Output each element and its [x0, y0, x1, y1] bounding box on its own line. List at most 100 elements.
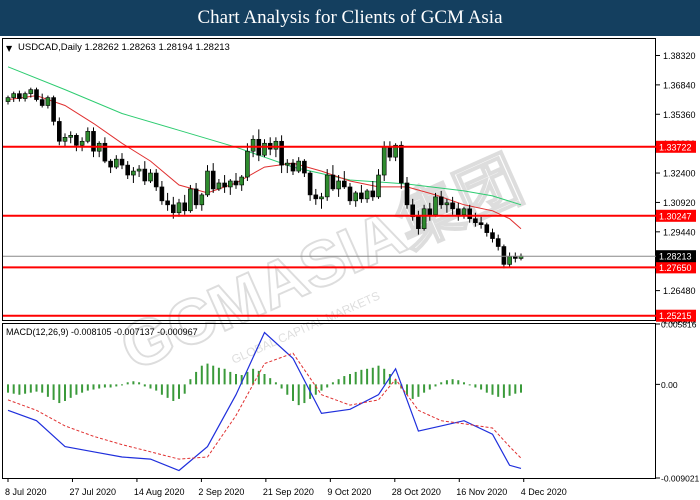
candle	[290, 159, 296, 176]
candle	[421, 204, 427, 231]
candle	[176, 198, 182, 217]
candle-body	[416, 216, 421, 229]
candle	[313, 188, 319, 205]
level-label: 1.27650	[659, 263, 692, 273]
candle	[490, 228, 495, 243]
ma-fast-line	[7, 95, 522, 230]
candle-body	[279, 140, 284, 166]
level-label: 1.25215	[659, 311, 692, 321]
macd-axis-label: -0.009021	[661, 474, 700, 484]
candle	[182, 194, 187, 215]
current-price-box	[656, 250, 696, 263]
candle-body	[507, 256, 512, 265]
candle-body	[222, 182, 227, 188]
candle	[370, 180, 376, 201]
candle-body	[262, 142, 267, 156]
candle-body	[347, 186, 353, 202]
candle	[353, 190, 359, 207]
candle	[284, 159, 290, 174]
x-axis-label: 16 Nov 2020	[456, 487, 507, 497]
chart-title: Chart Analysis for Clients of GCM Asia	[197, 7, 503, 28]
candle-body	[148, 172, 153, 182]
candle	[56, 117, 62, 146]
candle	[347, 182, 353, 205]
candle	[108, 159, 113, 174]
candle	[142, 161, 148, 185]
candle-body	[444, 202, 450, 206]
price-axis-label: 1.38320	[663, 51, 696, 61]
candle-body	[165, 200, 170, 206]
candle	[359, 184, 364, 203]
candle-body	[199, 194, 205, 206]
x-axis-label: 27 Jul 2020	[69, 487, 116, 497]
candle-body	[273, 140, 279, 150]
candle-body	[68, 135, 73, 138]
candle-body	[427, 208, 433, 216]
candle-body	[290, 162, 296, 172]
candle-body	[376, 174, 381, 198]
current-price-label: 1.28213	[659, 252, 692, 262]
level-label-box	[656, 309, 696, 322]
candle-body	[119, 158, 125, 166]
candle-body	[5, 97, 11, 102]
candle-body	[467, 208, 473, 220]
candle-body	[450, 202, 455, 210]
candle	[34, 87, 39, 102]
x-axis-label: 14 Aug 2020	[134, 487, 185, 497]
candle-body	[307, 172, 313, 196]
macd-axis-label: 0.00	[661, 380, 678, 390]
candle	[467, 204, 473, 223]
candle	[438, 190, 444, 209]
macd-label: MACD(12,26,9) -0.008105 -0.007137 -0.000…	[6, 327, 198, 337]
axes: 1.383201.368401.353601.338801.324001.309…	[5, 51, 700, 497]
candle	[210, 163, 216, 193]
candle-body	[210, 170, 216, 190]
candle-body	[11, 93, 16, 98]
candle-body	[79, 140, 85, 146]
candle-body	[302, 160, 307, 174]
candle	[102, 137, 108, 164]
candle-body	[501, 246, 507, 265]
candle	[484, 222, 490, 237]
level-label-box	[656, 261, 696, 274]
candle	[74, 133, 79, 152]
candle-body	[330, 174, 336, 190]
candle	[262, 139, 267, 158]
candle	[136, 165, 142, 178]
candle-body	[136, 168, 142, 172]
candle	[330, 165, 336, 191]
candle-body	[216, 182, 222, 190]
price-axis-label: 1.35360	[663, 110, 696, 120]
candle	[341, 171, 347, 189]
candle	[45, 95, 51, 109]
candle	[91, 127, 96, 158]
candle-body	[353, 192, 359, 202]
candle-body	[51, 97, 56, 122]
candle-body	[171, 204, 176, 214]
candle	[222, 175, 227, 193]
candle	[131, 167, 136, 183]
candle	[239, 175, 244, 191]
macd-axis-label: 0.005816	[661, 320, 697, 330]
candle	[279, 135, 284, 174]
candle	[159, 180, 165, 205]
candle-body	[421, 208, 427, 229]
candle-body	[131, 170, 136, 176]
candle	[245, 143, 250, 181]
candle-body	[239, 176, 244, 186]
candle	[324, 169, 330, 201]
level-label-box	[656, 209, 696, 222]
candle-body	[393, 144, 398, 158]
candle-body	[182, 202, 187, 212]
candle	[319, 192, 324, 209]
candle	[165, 192, 170, 211]
x-axis-label: 8 Jul 2020	[5, 487, 47, 497]
dropdown-arrow-icon[interactable]: ▼	[6, 44, 13, 53]
price-chart	[3, 66, 656, 317]
candle-body	[142, 168, 148, 182]
candle	[17, 90, 22, 102]
x-axis-label: 2 Sep 2020	[198, 487, 244, 497]
chart-title-bar: Chart Analysis for Clients of GCM Asia	[0, 0, 700, 36]
price-axis-label: 1.36840	[663, 80, 696, 90]
chart-canvas: GCMASIA集团 GLOBAL CAPITAL MARKETS 1.38320…	[2, 38, 700, 497]
